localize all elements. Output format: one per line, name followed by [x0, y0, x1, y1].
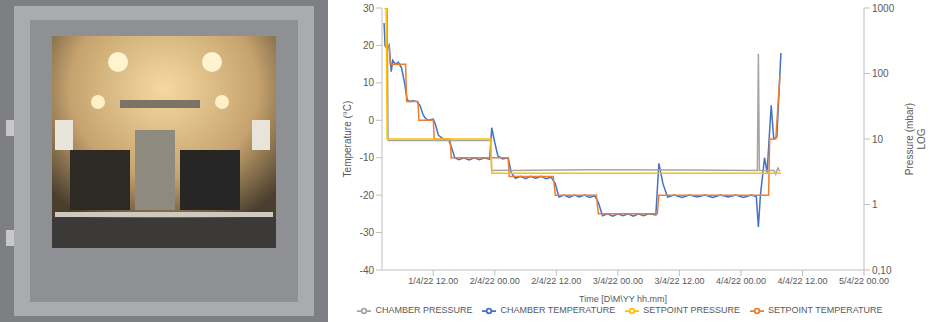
svg-text:10: 10	[872, 134, 884, 145]
svg-text:-10: -10	[360, 152, 375, 163]
html-text:LOG: LOG	[916, 128, 927, 150]
svg-text:20: 20	[363, 40, 375, 51]
svg-text:10: 10	[363, 77, 375, 88]
html-text:CHAMBER PRESSURE: CHAMBER PRESSURE	[375, 305, 473, 316]
svg-text:-40: -40	[360, 265, 375, 276]
svg-text:4/4/22 00.00: 4/4/22 00.00	[716, 276, 766, 286]
svg-text:1/4/22 12.00: 1/4/22 12.00	[408, 276, 458, 286]
svg-text:3/4/22 00.00: 3/4/22 00.00	[593, 276, 643, 286]
svg-text:Time [D\M\YY hh.mm]: Time [D\M\YY hh.mm]	[579, 294, 667, 304]
svg-text:0,10: 0,10	[872, 265, 892, 276]
svg-text:2/4/22 12.00: 2/4/22 12.00	[531, 276, 581, 286]
html-text:CHAMBER TEMPERATURE: CHAMBER TEMPERATURE	[500, 305, 616, 316]
svg-text:3/4/22 12.00: 3/4/22 12.00	[654, 276, 704, 286]
html-text:SETPOINT TEMPERATURE: SETPOINT TEMPERATURE	[768, 305, 883, 316]
svg-text:2/4/22 00.00: 2/4/22 00.00	[470, 276, 520, 286]
html-text:Temperature (°C): Temperature (°C)	[342, 100, 353, 178]
svg-text:30: 30	[363, 3, 375, 14]
svg-text:4/4/22 12.00: 4/4/22 12.00	[777, 276, 827, 286]
svg-text:5/4/22 00.00: 5/4/22 00.00	[839, 276, 889, 286]
svg-text:1000: 1000	[872, 3, 895, 14]
html-text:Pressure (mbar): Pressure (mbar)	[904, 102, 915, 176]
svg-text:-20: -20	[360, 190, 375, 201]
svg-text:1: 1	[872, 199, 878, 210]
svg-text:100: 100	[872, 68, 889, 79]
svg-text:-30: -30	[360, 227, 375, 238]
svg-text:0: 0	[368, 115, 374, 126]
html-text:SETPOINT PRESSURE: SETPOINT PRESSURE	[643, 305, 740, 316]
